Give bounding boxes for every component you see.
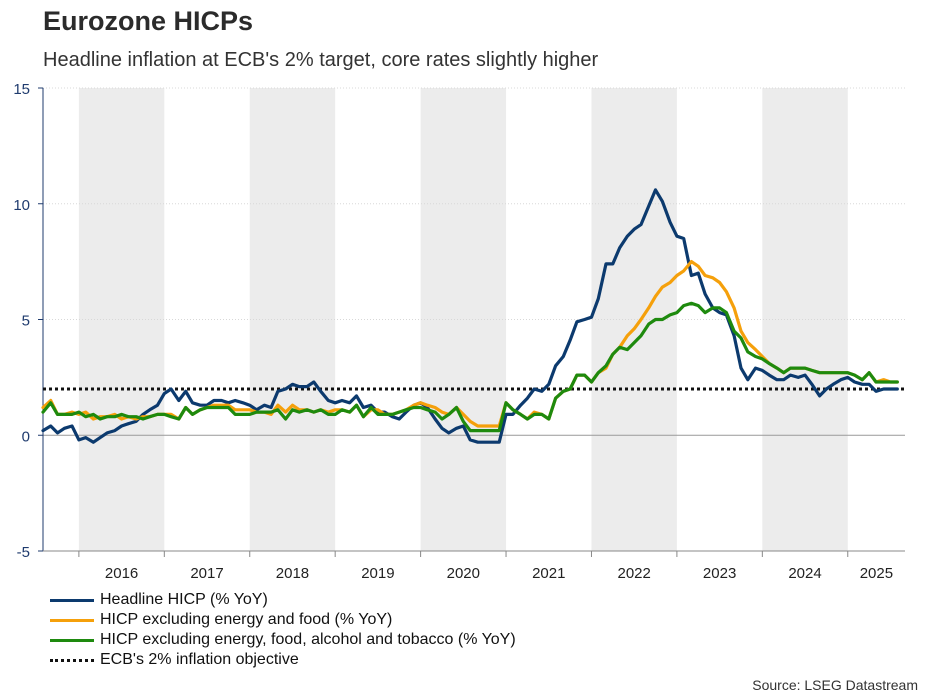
y-tick-label: 5	[22, 313, 30, 330]
y-tick-label: 0	[22, 428, 30, 445]
x-tick-label: 2022	[617, 565, 650, 582]
legend-item-headline: Headline HICP (% YoY)	[50, 590, 516, 610]
x-tick-label: 2016	[105, 565, 138, 582]
line-chart: -5 0 5 10 15 2016 2017 2018 2019 2020 2021 2022 2023…	[13, 81, 905, 582]
legend-label-core: HICP excluding energy and food (% YoY)	[100, 611, 393, 628]
legend-item-target: ECB's 2% inflation objective	[50, 650, 516, 670]
chart-subtitle: Headline inflation at ECB's 2% target, c…	[43, 49, 599, 71]
legend-swatch-target	[50, 658, 94, 662]
x-tick-label: 2024	[788, 565, 821, 582]
legend-label-supercore: HICP excluding energy, food, alcohol and…	[100, 631, 516, 648]
legend-swatch-headline	[50, 598, 94, 602]
x-tick-label: 2018	[276, 565, 309, 582]
series-line-2	[41, 301, 899, 433]
legend-swatch-core	[50, 618, 94, 622]
chart-title: Eurozone HICPs	[43, 6, 254, 36]
y-tick-label: 15	[13, 81, 30, 98]
x-tick-label: 2017	[190, 565, 223, 582]
legend-label-headline: Headline HICP (% YoY)	[100, 591, 268, 608]
series-line-0	[41, 188, 899, 444]
y-tick-label: 10	[13, 197, 30, 214]
legend-label-target: ECB's 2% inflation objective	[100, 651, 299, 668]
x-tick-label: 2021	[532, 565, 565, 582]
legend-item-core: HICP excluding energy and food (% YoY)	[50, 610, 516, 630]
legend-swatch-supercore	[50, 638, 94, 642]
x-tick-label: 2023	[703, 565, 736, 582]
y-tick-label: -5	[17, 544, 30, 561]
legend: Headline HICP (% YoY) HICP excluding ene…	[50, 590, 516, 670]
source-note: Source: LSEG Datastream	[752, 677, 918, 693]
x-tick-label: 2020	[447, 565, 480, 582]
legend-item-supercore: HICP excluding energy, food, alcohol and…	[50, 630, 516, 650]
x-tick-label: 2025	[860, 565, 893, 582]
x-tick-label: 2019	[361, 565, 394, 582]
